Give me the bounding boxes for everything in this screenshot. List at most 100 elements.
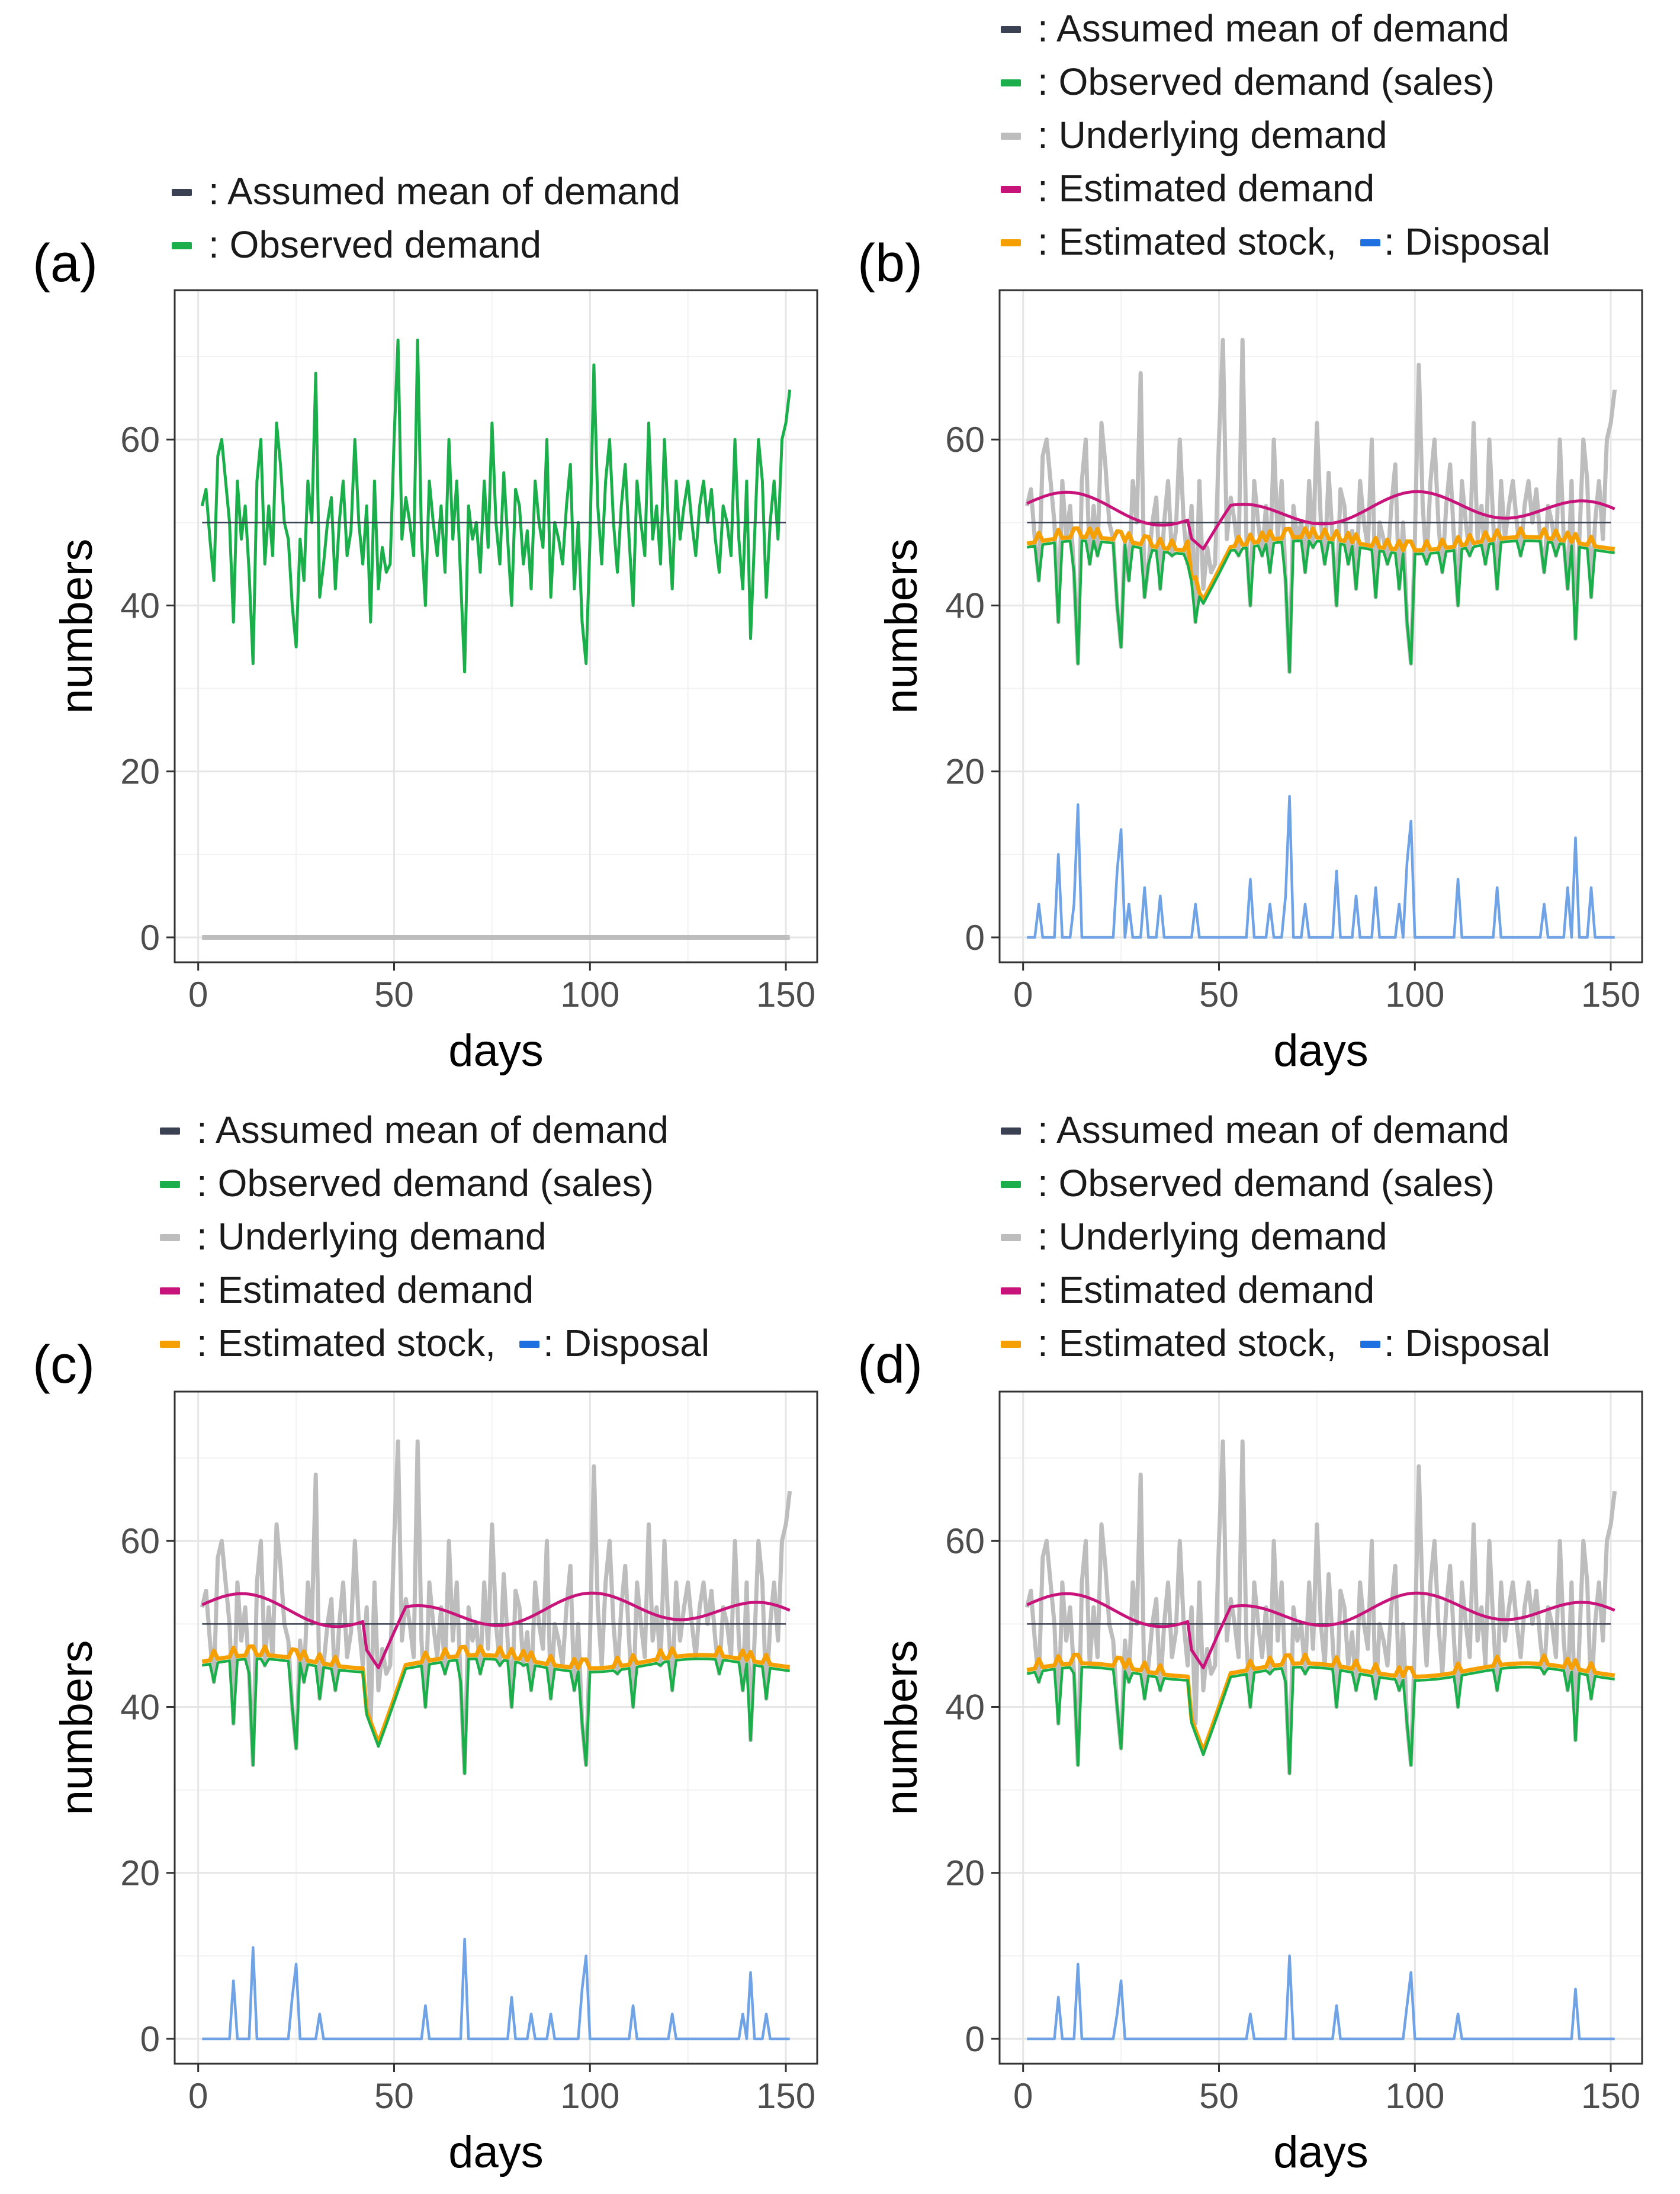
legend-swatch-observed [1001, 1181, 1021, 1188]
legend-swatch-estimated_stock [160, 1341, 180, 1348]
x-tick-label: 50 [374, 2076, 414, 2116]
y-tick-label: 20 [120, 752, 160, 792]
plot-frame [174, 289, 818, 963]
y-tick-label: 60 [945, 420, 985, 460]
panel-letter: (a) [33, 234, 98, 293]
y-tick-label: 20 [120, 1854, 160, 1893]
legend-swatch-observed_a [172, 242, 192, 249]
legend-swatch-estimated_stock [1001, 1341, 1021, 1348]
legend-label-observed: : Observed demand (sales) [197, 1162, 654, 1204]
series-observed-sales [1026, 539, 1615, 673]
legend-label-observed_a: : Observed demand [208, 223, 541, 266]
legend-label-mean: : Assumed mean of demand [208, 170, 680, 213]
series-observed-sales [201, 1657, 790, 1775]
y-tick-label: 60 [945, 1521, 985, 1561]
legend-swatch-estimated_demand [1001, 186, 1021, 193]
y-axis-title: numbers [52, 1640, 102, 1816]
legend-label-observed: : Observed demand (sales) [1037, 1162, 1495, 1204]
x-tick-label: 0 [188, 975, 208, 1014]
legend-swatch-estimated_demand [1001, 1287, 1021, 1294]
x-tick-label: 150 [756, 2076, 815, 2116]
legend-label-estimated_demand: : Estimated demand [1037, 1268, 1374, 1311]
series-observed-demand [200, 338, 792, 674]
x-tick-label: 100 [1385, 2076, 1444, 2116]
series-estimated-demand [201, 1591, 791, 1669]
legend-swatch-disposal [1360, 239, 1381, 246]
y-tick-label: 40 [120, 586, 160, 625]
panel-d: 0 50 100 150 0 20 40 60 days numbers (d): Assumed … [857, 1109, 1643, 2177]
y-tick-label: 60 [120, 1521, 160, 1561]
legend-swatch-disposal [1360, 1341, 1381, 1348]
legend-label-underlying: : Underlying demand [1037, 114, 1387, 156]
x-axis-title: days [1273, 1026, 1369, 1076]
legend-label-underlying: : Underlying demand [1037, 1215, 1387, 1258]
legend-label-mean: : Assumed mean of demand [1037, 7, 1509, 50]
legend-swatch-mean [1001, 26, 1021, 33]
x-tick-label: 50 [374, 975, 414, 1014]
series-underlying-demand [200, 1439, 792, 1776]
x-axis-title: days [448, 1026, 544, 1076]
x-tick-label: 150 [1581, 2076, 1640, 2116]
x-tick-label: 100 [560, 975, 619, 1014]
plot-frame [174, 1390, 818, 2065]
series-disposal [1027, 795, 1615, 939]
legend-swatch-underlying [160, 1234, 180, 1241]
x-tick-label: 50 [1199, 975, 1239, 1014]
y-tick-label: 0 [140, 2019, 160, 2059]
y-tick-label: 40 [945, 1687, 985, 1727]
legend-label-observed: : Observed demand (sales) [1037, 60, 1495, 103]
legend-swatch-underlying [1001, 1234, 1021, 1241]
y-tick-label: 0 [140, 918, 160, 958]
y-tick-label: 40 [120, 1687, 160, 1727]
y-axis-title: numbers [52, 539, 102, 714]
y-axis-title: numbers [876, 539, 927, 714]
legend-swatch-underlying [1001, 133, 1021, 140]
series-estimated-demand [1026, 490, 1615, 551]
x-tick-label: 100 [1385, 975, 1444, 1014]
series-disposal [1027, 1954, 1615, 2041]
plot-frame [998, 1390, 1643, 2065]
legend-label-estimated_stock: : Estimated stock, [197, 1322, 496, 1364]
y-tick-label: 60 [120, 420, 160, 460]
plot-frame [998, 289, 1643, 963]
legend-swatch-mean [160, 1127, 180, 1135]
series-estimated-stock [201, 1644, 791, 1745]
x-axis-title: days [448, 2127, 544, 2177]
legend-swatch-disposal [519, 1341, 540, 1348]
legend-label-estimated_stock: : Estimated stock, [1037, 1322, 1337, 1364]
x-tick-label: 150 [1581, 975, 1640, 1014]
x-tick-label: 0 [1013, 975, 1033, 1014]
panel-letter: (c) [33, 1335, 95, 1395]
legend-swatch-mean [1001, 1127, 1021, 1135]
panel-a: 0 50 100 150 0 20 40 60 days numbers (a) : Assumed … [33, 170, 818, 1076]
panel-letter: (d) [857, 1335, 923, 1395]
legend-label-underlying: : Underlying demand [197, 1215, 547, 1258]
x-tick-label: 150 [756, 975, 815, 1014]
x-tick-label: 0 [188, 2076, 208, 2116]
series-estimated-stock [1026, 1652, 1615, 1753]
legend-swatch-mean [172, 189, 192, 196]
y-axis-title: numbers [876, 1640, 927, 1816]
legend-swatch-estimated_stock [1001, 239, 1021, 246]
y-tick-label: 20 [945, 1854, 985, 1893]
panel-letter: (b) [857, 234, 923, 293]
legend-label-estimated_stock: : Estimated stock, [1037, 220, 1337, 263]
legend-label-disposal: : Disposal [1384, 220, 1550, 263]
panel-c: 0 50 100 150 0 20 40 60 days numbers (c): Assumed … [33, 1109, 818, 2177]
legend-label-disposal: : Disposal [1384, 1322, 1550, 1364]
legend-swatch-estimated_demand [160, 1287, 180, 1294]
panel-b: 0 50 100 150 0 20 40 60 days numbers (b) : Assumed … [857, 7, 1643, 1076]
legend-label-mean: : Assumed mean of demand [197, 1109, 669, 1151]
series-estimated-demand [1026, 1591, 1615, 1669]
series-estimated-stock [1026, 526, 1615, 602]
series-underlying-demand [1024, 338, 1617, 674]
y-tick-label: 20 [945, 752, 985, 792]
y-tick-label: 0 [965, 2019, 985, 2059]
series-observed-sales [1026, 1665, 1615, 1775]
y-tick-label: 0 [965, 918, 985, 958]
legend-swatch-observed [160, 1181, 180, 1188]
x-tick-label: 0 [1013, 2076, 1033, 2116]
y-tick-label: 40 [945, 586, 985, 625]
x-axis-title: days [1273, 2127, 1369, 2177]
